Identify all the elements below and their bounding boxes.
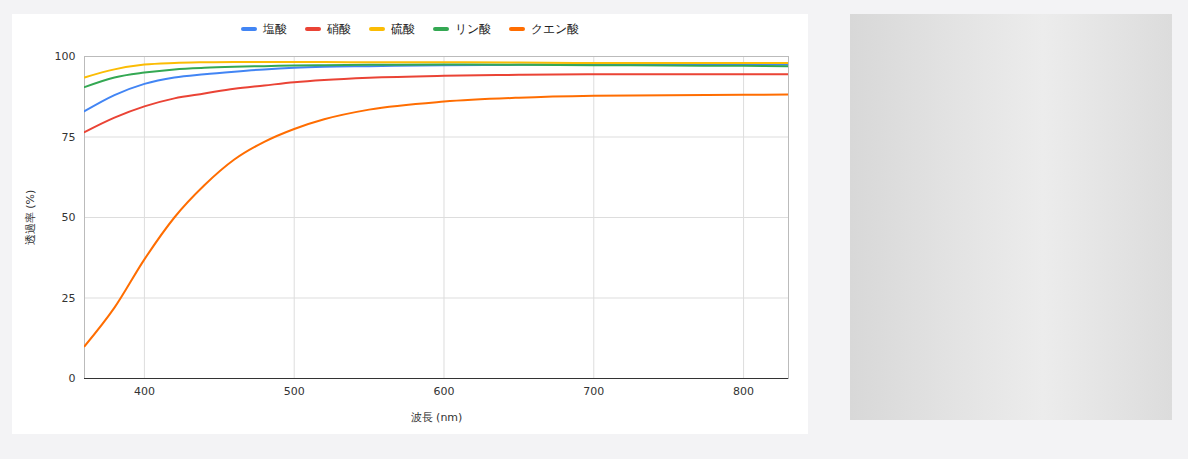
svg-text:50: 50 <box>62 211 76 224</box>
html-text:リン酸: リン酸 <box>455 21 491 36</box>
html-text:塩酸: 塩酸 <box>263 21 287 36</box>
svg-text:800: 800 <box>733 385 754 398</box>
svg-text:100: 100 <box>55 50 76 63</box>
svg-text:700: 700 <box>583 385 604 398</box>
html-text:硝酸: 硝酸 <box>327 21 351 36</box>
svg-text:透過率 (%): 透過率 (%) <box>24 190 37 246</box>
svg-text:25: 25 <box>62 292 76 305</box>
html-text:クエン酸: クエン酸 <box>531 21 579 36</box>
html-text:硫酸: 硫酸 <box>391 21 415 36</box>
svg-text:500: 500 <box>284 385 305 398</box>
svg-text:0: 0 <box>69 372 76 385</box>
svg-text:波長 (nm): 波長 (nm) <box>411 411 463 424</box>
svg-text:75: 75 <box>62 131 76 144</box>
svg-text:400: 400 <box>134 385 155 398</box>
svg-text:600: 600 <box>433 385 454 398</box>
